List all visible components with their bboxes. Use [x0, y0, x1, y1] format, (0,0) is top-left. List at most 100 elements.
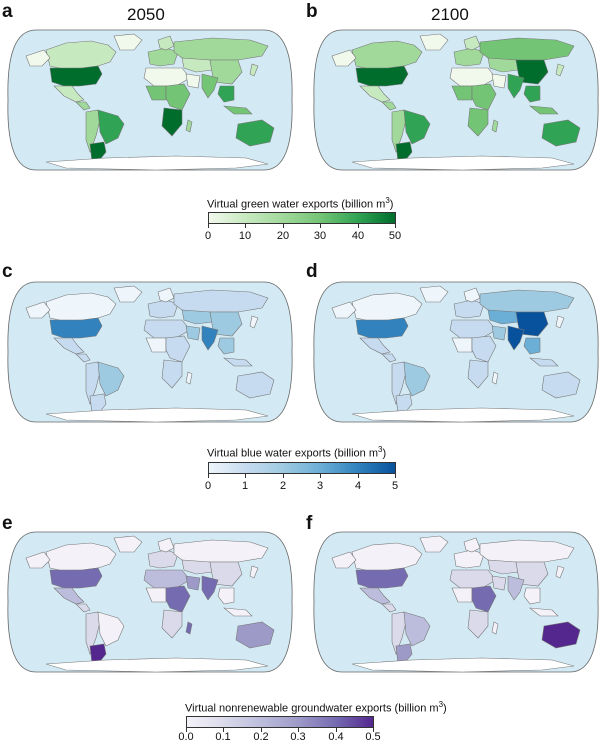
map-purple-2050-svg: [7, 531, 293, 673]
region-indonesia: [223, 607, 253, 617]
legend-green-tick: [283, 224, 284, 228]
legend-blue-title: Virtual blue water exports (billion m3): [207, 445, 387, 460]
region-scand: [157, 35, 175, 51]
region-usa: [355, 567, 409, 589]
region-madagascar: [491, 621, 499, 635]
region-indonesia: [529, 607, 559, 617]
region-alaska: [331, 551, 357, 569]
region-centralasia: [181, 57, 213, 73]
region-india: [201, 73, 219, 99]
region-centralasia: [181, 559, 213, 575]
legend-purple-tick-label: 0.2: [253, 731, 269, 743]
legend-purple-tick-label: 0.0: [178, 731, 194, 743]
region-alaska: [331, 49, 357, 67]
region-brazil: [403, 611, 431, 647]
legend-purple-tick-label: 0.4: [328, 731, 344, 743]
region-southafrica: [161, 107, 183, 137]
panel-title-b: 2100: [431, 5, 469, 24]
region-indonesia: [529, 105, 559, 115]
legend-blue-tick: [320, 474, 321, 478]
legend-purple-tick: [298, 728, 299, 732]
region-antarctica: [45, 155, 269, 170]
region-southafrica: [467, 609, 489, 639]
region-centralam: [75, 353, 91, 363]
panel-letter-b: b: [306, 1, 318, 22]
map-green-2100-svg: [313, 29, 599, 171]
region-madagascar: [185, 119, 193, 133]
region-madagascar: [491, 119, 499, 133]
region-usa: [355, 317, 409, 339]
legend-blue-tick-label: 5: [391, 480, 399, 492]
region-centralasia: [487, 309, 519, 325]
map-green-2050: [6, 28, 294, 172]
region-greenland: [113, 535, 143, 553]
region-arabia: [185, 575, 201, 591]
region-westafrica: [451, 337, 473, 353]
panel-letter-e: e: [2, 513, 13, 534]
legend-purple-tick: [373, 728, 374, 732]
region-westafrica: [451, 85, 473, 101]
region-europe: [453, 47, 485, 67]
region-india: [507, 325, 525, 351]
map-green-2050-svg: [7, 29, 293, 171]
legend-blue-tick-label: 3: [316, 480, 324, 492]
region-westafrica: [145, 337, 167, 353]
legend-green-tick-label: 30: [313, 230, 327, 242]
region-mexico: [359, 85, 391, 103]
region-arabia: [491, 73, 507, 89]
region-greenland: [419, 535, 449, 553]
legend-purple-colorbar: [186, 716, 374, 728]
legend-green-tick-label: 0: [204, 230, 212, 242]
region-madagascar: [185, 621, 193, 635]
map-purple-2100: [312, 530, 600, 674]
legend-blue-tick-label: 0: [204, 480, 212, 492]
region-alaska: [25, 49, 51, 67]
panel-letter-f: f: [306, 513, 313, 534]
legend-green-tick: [358, 224, 359, 228]
legend-green-tick: [395, 224, 396, 228]
region-brazil: [97, 361, 125, 397]
region-usa: [49, 317, 103, 339]
legend-green-tick: [208, 224, 209, 228]
region-brazil: [97, 109, 125, 145]
region-mexico: [53, 85, 85, 103]
legend-green-tick-label: 40: [351, 230, 365, 242]
map-blue-2050-svg: [7, 281, 293, 423]
region-brazil: [97, 611, 125, 647]
region-centralasia: [181, 309, 213, 325]
region-japan: [249, 565, 259, 579]
region-southafrica: [161, 359, 183, 389]
region-madagascar: [491, 371, 499, 385]
region-westafrica: [451, 587, 473, 603]
region-seasia: [217, 587, 235, 605]
map-blue-2050: [6, 280, 294, 424]
region-seasia: [523, 587, 541, 605]
panel-letter-d: d: [306, 261, 318, 282]
panel-title-a: 2050: [127, 5, 165, 24]
region-alaska: [25, 301, 51, 319]
region-westafrica: [145, 85, 167, 101]
legend-green-title: Virtual green water exports (billion m3): [207, 196, 394, 211]
region-japan: [249, 315, 259, 329]
region-scand: [157, 537, 175, 553]
legend-blue-tick: [358, 474, 359, 478]
region-westafrica: [145, 587, 167, 603]
region-japan: [249, 63, 259, 77]
legend-green-tick-label: 20: [276, 230, 290, 242]
region-japan: [555, 63, 565, 77]
region-indonesia: [529, 357, 559, 367]
region-seasia: [217, 337, 235, 355]
map-green-2100: [312, 28, 600, 172]
legend-purple-tick: [223, 728, 224, 732]
region-europe: [147, 549, 179, 569]
legend-blue-ticks: [208, 474, 396, 480]
legend-purple-tick-label: 0.1: [215, 731, 231, 743]
region-mexico: [53, 337, 85, 355]
region-australia: [235, 371, 275, 399]
region-arabia: [185, 73, 201, 89]
region-arabia: [491, 325, 507, 341]
region-europe: [147, 299, 179, 319]
region-scand: [157, 287, 175, 303]
legend-purple-tick: [336, 728, 337, 732]
legend-green-tick: [320, 224, 321, 228]
